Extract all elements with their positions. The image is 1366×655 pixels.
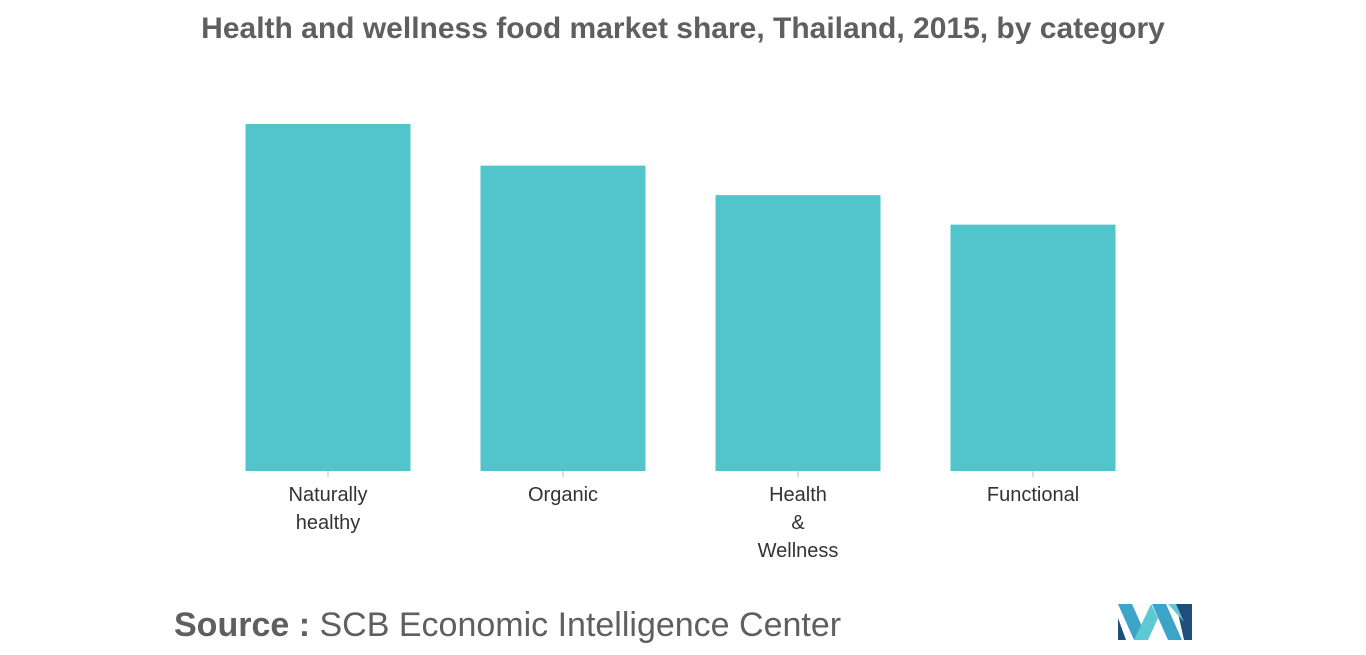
x-tick-label-3: Functional <box>933 481 1133 509</box>
x-axis-ticks <box>327 471 1034 477</box>
x-tick-label-line: Organic <box>527 484 599 506</box>
x-tick-label-0: Naturally healthy <box>228 481 428 537</box>
source-text: SCB Economic Intelligence Center <box>319 606 842 644</box>
x-tick-label-line: & <box>791 512 805 534</box>
bar-2 <box>715 195 881 471</box>
bar-1 <box>480 165 646 471</box>
bar-0 <box>245 124 411 471</box>
x-tick-label-line: healthy <box>295 512 361 534</box>
x-tick-label-line: Wellness <box>757 540 839 562</box>
x-tick-label-line: Naturally <box>288 484 368 506</box>
x-tick-label-2: Health & Wellness <box>698 481 898 565</box>
mordor-intelligence-logo-icon <box>1118 604 1192 640</box>
bars-group <box>245 124 1116 471</box>
bar-3 <box>950 224 1116 471</box>
bar-chart <box>245 124 1116 477</box>
x-tick-label-1: Organic <box>463 481 663 509</box>
x-tick-label-line: Health <box>769 484 827 506</box>
x-tick-label-line: Functional <box>986 484 1080 506</box>
source-note: Source : SCB Economic Intelligence Cente… <box>174 606 841 645</box>
source-label: Source : <box>174 606 311 644</box>
chart-title: Health and wellness food market share, T… <box>201 12 1165 45</box>
